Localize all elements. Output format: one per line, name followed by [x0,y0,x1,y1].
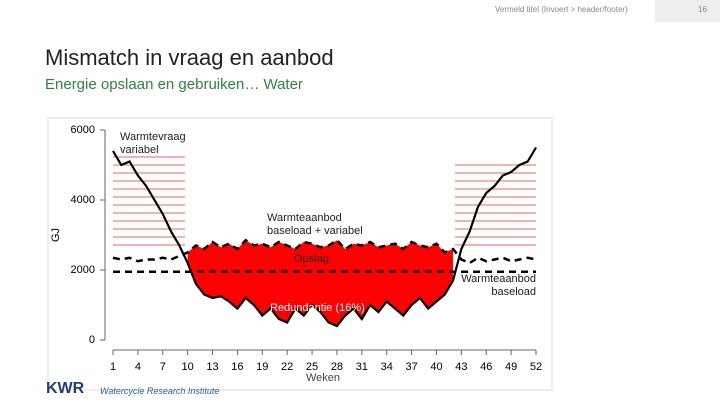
x-tick-label: 25 [306,361,318,373]
x-tick-label: 52 [530,361,542,373]
y-tick-label: 6000 [71,124,95,136]
x-tick-label: 46 [480,361,492,373]
x-tick-label: 16 [231,361,243,373]
series-line [112,238,537,265]
page-number: 16 [698,5,707,14]
x-tick-label: 40 [430,361,442,373]
x-tick-label: 34 [381,361,393,373]
y-tick-label: 4000 [71,194,95,206]
x-axis-label: Weken [306,372,341,384]
x-tick-label: 19 [256,361,268,373]
slide-title: Mismatch in vraag en aanbod [45,45,334,70]
header-note: Vermeld titel (Invoert > header/footer) [495,5,628,14]
y-tick-label: 2000 [71,264,95,276]
x-tick-label: 22 [281,361,293,373]
x-tick-label: 43 [455,361,467,373]
annotation: Redundantie (16%) [270,302,365,314]
x-tick-label: 49 [505,361,517,373]
y-axis-label: GJ [50,228,62,242]
x-tick-label: 7 [160,361,166,373]
x-tick-label: 37 [405,361,417,373]
corner-bar [655,0,720,22]
series-label: Warmteaanbod baseload [461,273,536,298]
series-label: Warmteaanbod baseload + variabel [267,212,363,237]
x-tick-label: 10 [182,361,194,373]
x-tick-label: 31 [356,361,368,373]
footer-logo: KWR [46,380,85,397]
slide-subtitle: Energie opslaan en gebruiken… Water [45,76,303,93]
y-tick-label: 0 [89,334,95,346]
series-label: Warmtevraag variabel [120,131,186,156]
x-tick-label: 4 [135,361,141,373]
x-tick-label: 28 [331,361,343,373]
hatching [113,156,536,246]
x-tick-label: 13 [206,361,218,373]
footer-institute: Watercycle Research Institute [100,386,220,396]
annotation: Opslag [294,253,329,265]
x-tick-label: 1 [110,361,116,373]
